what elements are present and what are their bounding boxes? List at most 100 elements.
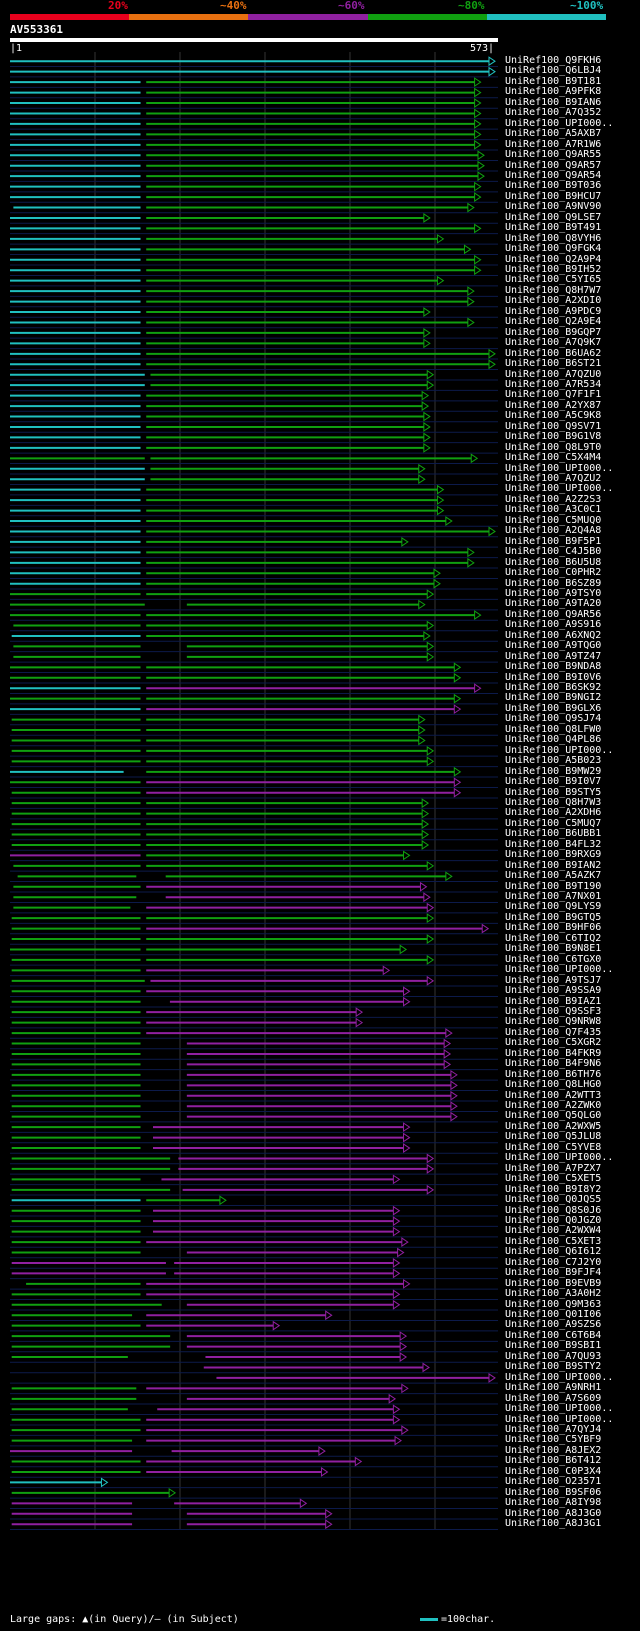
hit-label[interactable]: UniRef100_UPI000.. bbox=[505, 1403, 614, 1415]
hit-label[interactable]: UniRef100_Q9AR57 bbox=[505, 159, 602, 171]
hit-label[interactable]: UniRef100_B9NDA8 bbox=[505, 661, 602, 673]
hit-label[interactable]: UniRef100_A2XDH6 bbox=[505, 807, 602, 819]
hit-label[interactable]: UniRef100_B9G1V8 bbox=[505, 431, 602, 443]
hit-label[interactable]: UniRef100_Q0JGZ0 bbox=[505, 1214, 602, 1226]
hit-label[interactable]: UniRef100_A9TSJ7 bbox=[505, 974, 602, 986]
hit-label[interactable]: UniRef100_A7PZX7 bbox=[505, 1162, 602, 1174]
hit-label[interactable]: UniRef100_A7NX01 bbox=[505, 891, 602, 902]
hit-label[interactable]: UniRef100_B9I8Y2 bbox=[505, 1183, 602, 1195]
hit-label[interactable]: UniRef100_Q8H7W3 bbox=[505, 796, 602, 808]
hit-label[interactable]: UniRef100_A2WXW5 bbox=[505, 1120, 602, 1132]
hit-label[interactable]: UniRef100_C6T6B4 bbox=[505, 1329, 602, 1341]
hit-label[interactable]: UniRef100_Q9SSF3 bbox=[505, 1005, 602, 1017]
hit-label[interactable]: UniRef100_Q9FGK4 bbox=[505, 243, 602, 255]
hit-label[interactable]: UniRef100_A7Q352 bbox=[505, 107, 602, 119]
hit-label[interactable]: UniRef100_B9IH52 bbox=[505, 264, 602, 275]
hit-label[interactable]: UniRef100_A7Q9K7 bbox=[505, 337, 602, 349]
hit-label[interactable]: UniRef100_A7QU93 bbox=[505, 1350, 602, 1362]
hit-label[interactable]: UniRef100_B6SZ89 bbox=[505, 577, 602, 589]
hit-label[interactable]: UniRef100_B6TH76 bbox=[505, 1068, 602, 1080]
hit-label[interactable]: UniRef100_B9FJF4 bbox=[505, 1267, 602, 1279]
hit-label[interactable]: UniRef100_B9GTQ5 bbox=[505, 911, 602, 923]
hit-label[interactable]: UniRef100_Q9AR54 bbox=[505, 169, 602, 181]
hit-label[interactable]: UniRef100_UPI000.. bbox=[505, 1152, 614, 1164]
hit-label[interactable]: UniRef100_A9TA20 bbox=[505, 598, 602, 610]
hit-label[interactable]: UniRef100_B9GLX6 bbox=[505, 702, 602, 714]
hit-label[interactable]: UniRef100_A9SZS6 bbox=[505, 1319, 602, 1331]
hit-label[interactable]: UniRef100_B6UA62 bbox=[505, 347, 602, 359]
hit-label[interactable]: UniRef100_A2WXW4 bbox=[505, 1225, 602, 1237]
hit-label[interactable]: UniRef100_Q9NRW8 bbox=[505, 1016, 602, 1028]
hit-label[interactable]: UniRef100_C5XGR2 bbox=[505, 1037, 602, 1049]
hit-label[interactable]: UniRef100_C0P3X4 bbox=[505, 1465, 602, 1477]
hit-label[interactable]: UniRef100_Q8H7W7 bbox=[505, 284, 602, 296]
hit-label[interactable]: UniRef100_B9HF06 bbox=[505, 922, 602, 934]
hit-label[interactable]: UniRef100_Q8LFW0 bbox=[505, 723, 602, 735]
hit-label[interactable]: UniRef100_Q8S0J6 bbox=[505, 1204, 602, 1216]
hit-label[interactable]: UniRef100_A3A0H2 bbox=[505, 1288, 602, 1300]
hit-label[interactable]: UniRef100_B9IAN6 bbox=[505, 96, 602, 108]
hit-label[interactable]: UniRef100_B9STY2 bbox=[505, 1361, 602, 1373]
hit-label[interactable]: UniRef100_A7S609 bbox=[505, 1392, 602, 1404]
hit-label[interactable]: UniRef100_Q6I612 bbox=[505, 1246, 602, 1258]
hit-label[interactable]: UniRef100_UPI000.. bbox=[505, 964, 614, 976]
hit-label[interactable]: UniRef100_UPI000.. bbox=[505, 483, 614, 495]
hit-label[interactable]: UniRef100_A8J3G1 bbox=[505, 1518, 602, 1529]
hit-label[interactable]: UniRef100_Q8VYH6 bbox=[505, 232, 602, 244]
hit-label[interactable]: UniRef100_A2YX87 bbox=[505, 399, 602, 411]
hit-label[interactable]: UniRef100_B9STY5 bbox=[505, 786, 602, 798]
hit-label[interactable]: UniRef100_UPI000.. bbox=[505, 1371, 614, 1383]
hit-label[interactable]: UniRef100_B6SK92 bbox=[505, 682, 602, 693]
hit-label[interactable]: UniRef100_Q6LBJ4 bbox=[505, 65, 602, 77]
hit-label[interactable]: UniRef100_Q9LSE7 bbox=[505, 211, 602, 223]
hit-label[interactable]: UniRef100_B9NGI2 bbox=[505, 692, 602, 704]
hit-label[interactable]: UniRef100_B9T181 bbox=[505, 75, 602, 87]
hit-label[interactable]: UniRef100_C7J2Y0 bbox=[505, 1256, 602, 1268]
hit-label[interactable]: UniRef100_B6ST21 bbox=[505, 358, 602, 370]
hit-label[interactable]: UniRef100_C4J5B0 bbox=[505, 546, 602, 558]
hit-label[interactable]: UniRef100_B9F5P1 bbox=[505, 535, 602, 547]
hit-label[interactable]: UniRef100_B6UBB1 bbox=[505, 828, 602, 840]
hit-label[interactable]: UniRef100_B9IAN2 bbox=[505, 859, 602, 871]
hit-label[interactable]: UniRef100_B9I0V6 bbox=[505, 671, 602, 683]
hit-label[interactable]: UniRef100_B9EVB9 bbox=[505, 1277, 602, 1289]
hit-label[interactable]: UniRef100_UPI000.. bbox=[505, 1413, 614, 1425]
hit-label[interactable]: UniRef100_A9TSY0 bbox=[505, 587, 602, 599]
hit-label[interactable]: UniRef100_Q9M363 bbox=[505, 1298, 602, 1310]
hit-label[interactable]: UniRef100_B9T036 bbox=[505, 180, 602, 192]
hit-label[interactable]: UniRef100_A2Z2S3 bbox=[505, 493, 602, 505]
hit-label[interactable]: UniRef100_Q9FKH6 bbox=[505, 55, 602, 66]
hit-label[interactable]: UniRef100_B6T412 bbox=[505, 1455, 602, 1467]
hit-label[interactable]: UniRef100_C5YVE8 bbox=[505, 1141, 602, 1153]
hit-label[interactable]: UniRef100_C6TIQ2 bbox=[505, 932, 602, 944]
hit-label[interactable]: UniRef100_B9RXG9 bbox=[505, 849, 602, 861]
hit-label[interactable]: UniRef100_A8IY98 bbox=[505, 1497, 602, 1509]
hit-label[interactable]: UniRef100_Q7F435 bbox=[505, 1026, 602, 1038]
hit-label[interactable]: UniRef100_B4FL32 bbox=[505, 838, 602, 850]
hit-label[interactable]: UniRef100_C6TGX0 bbox=[505, 953, 602, 965]
hit-label[interactable]: UniRef100_B9HCU7 bbox=[505, 190, 602, 202]
hit-label[interactable]: UniRef100_A9PDC9 bbox=[505, 305, 602, 317]
hit-label[interactable]: UniRef100_B4FKR9 bbox=[505, 1047, 602, 1059]
hit-label[interactable]: UniRef100_A5C9K8 bbox=[505, 410, 602, 422]
hit-label[interactable]: UniRef100_A2ZWK0 bbox=[505, 1100, 602, 1111]
hit-label[interactable]: UniRef100_C5YBF9 bbox=[505, 1434, 602, 1446]
hit-label[interactable]: UniRef100_B9IAZ1 bbox=[505, 995, 602, 1007]
hit-label[interactable]: UniRef100_A9SSA9 bbox=[505, 985, 602, 997]
hit-label[interactable]: UniRef100_Q0JQS5 bbox=[505, 1194, 602, 1206]
hit-label[interactable]: UniRef100_Q9AR56 bbox=[505, 608, 602, 620]
hit-label[interactable]: UniRef100_Q8LHG0 bbox=[505, 1079, 602, 1091]
hit-label[interactable]: UniRef100_Q2A9E4 bbox=[505, 316, 602, 328]
hit-label[interactable]: UniRef100_B9I0V7 bbox=[505, 776, 602, 788]
hit-label[interactable]: UniRef100_C5X4M4 bbox=[505, 452, 602, 464]
hit-label[interactable]: UniRef100_C5XET5 bbox=[505, 1173, 602, 1185]
hit-label[interactable]: UniRef100_B4F9N6 bbox=[505, 1058, 602, 1070]
hit-label[interactable]: UniRef100_A7QZU2 bbox=[505, 473, 602, 484]
hit-label[interactable]: UniRef100_UPI000.. bbox=[505, 462, 614, 474]
hit-label[interactable]: UniRef100_B9SF06 bbox=[505, 1486, 602, 1498]
hit-label[interactable]: UniRef100_A9PFK8 bbox=[505, 86, 602, 98]
hit-label[interactable]: UniRef100_A5AXB7 bbox=[505, 128, 602, 140]
hit-label[interactable]: UniRef100_A9S916 bbox=[505, 619, 602, 631]
hit-label[interactable]: UniRef100_A9NRH1 bbox=[505, 1382, 602, 1394]
hit-label[interactable]: UniRef100_A7QZU0 bbox=[505, 368, 602, 380]
